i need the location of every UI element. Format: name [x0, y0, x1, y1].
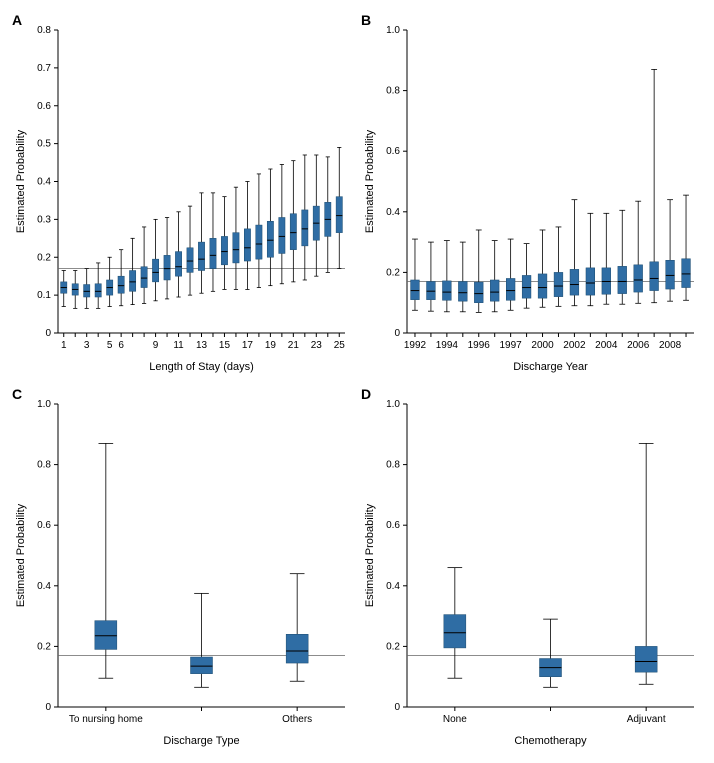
svg-text:0: 0 [45, 702, 51, 713]
svg-text:0.6: 0.6 [37, 101, 51, 112]
svg-text:0.2: 0.2 [37, 252, 51, 263]
svg-text:0.2: 0.2 [37, 641, 51, 652]
svg-text:0.7: 0.7 [37, 63, 51, 74]
svg-text:2008: 2008 [659, 340, 682, 351]
svg-text:3: 3 [84, 340, 90, 351]
svg-text:Discharge Year: Discharge Year [513, 361, 588, 373]
svg-text:0.3: 0.3 [37, 214, 51, 225]
svg-text:0: 0 [394, 328, 400, 339]
svg-text:1994: 1994 [436, 340, 459, 351]
svg-text:0: 0 [45, 328, 51, 339]
svg-text:2000: 2000 [531, 340, 554, 351]
svg-text:Estimated Probability: Estimated Probability [364, 129, 376, 233]
svg-text:1.0: 1.0 [37, 399, 51, 410]
svg-text:To nursing home: To nursing home [69, 714, 143, 725]
svg-text:19: 19 [265, 340, 277, 351]
svg-text:1: 1 [61, 340, 67, 351]
svg-text:0.8: 0.8 [386, 86, 400, 97]
svg-text:0.1: 0.1 [37, 290, 51, 301]
svg-text:6: 6 [118, 340, 124, 351]
svg-text:2006: 2006 [627, 340, 650, 351]
svg-text:Estimated Probability: Estimated Probability [15, 503, 27, 607]
chart-a: 0 0.1 0.2 0.3 0.4 0.5 0.6 0.7 0.8 Estimated Proba… [10, 10, 355, 378]
svg-text:2002: 2002 [563, 340, 586, 351]
svg-text:15: 15 [219, 340, 231, 351]
chart-d: 0 0.2 0.4 0.6 0.8 1.0 Estimated Probability Non… [359, 384, 704, 752]
svg-text:11: 11 [173, 340, 184, 351]
svg-text:0.2: 0.2 [386, 267, 400, 278]
svg-text:5: 5 [107, 340, 113, 351]
panel-a: A 0 0.1 0.2 0.3 0.4 0.5 0.6 0.7 0.8 Estimated Pro… [10, 10, 355, 380]
svg-text:13: 13 [196, 340, 208, 351]
svg-text:9: 9 [153, 340, 159, 351]
svg-text:2004: 2004 [595, 340, 618, 351]
panel-b: B 0 0.2 0.4 0.6 0.8 1.0 Estimated Probability 1… [359, 10, 704, 380]
svg-text:0.8: 0.8 [37, 25, 51, 36]
svg-text:0.8: 0.8 [37, 459, 51, 470]
svg-text:Estimated Probability: Estimated Probability [15, 129, 27, 233]
svg-text:0: 0 [394, 702, 400, 713]
svg-text:21: 21 [288, 340, 300, 351]
svg-text:1996: 1996 [468, 340, 491, 351]
svg-text:Length of Stay (days): Length of Stay (days) [149, 361, 254, 373]
svg-text:Discharge Type: Discharge Type [163, 735, 239, 747]
svg-text:17: 17 [242, 340, 254, 351]
svg-text:0.4: 0.4 [37, 177, 51, 188]
svg-text:25: 25 [334, 340, 346, 351]
svg-text:0.6: 0.6 [386, 520, 400, 531]
svg-text:0.6: 0.6 [37, 520, 51, 531]
svg-text:1.0: 1.0 [386, 25, 400, 36]
figure-grid: A 0 0.1 0.2 0.3 0.4 0.5 0.6 0.7 0.8 Estimated Pro… [10, 10, 704, 753]
panel-label-d: D [361, 386, 371, 402]
chart-c: 0 0.2 0.4 0.6 0.8 1.0 Estimated Probability To … [10, 384, 355, 752]
svg-text:0.8: 0.8 [386, 459, 400, 470]
svg-text:0.2: 0.2 [386, 641, 400, 652]
svg-text:None: None [443, 714, 467, 725]
svg-text:1992: 1992 [404, 340, 427, 351]
svg-text:1.0: 1.0 [386, 399, 400, 410]
panel-label-b: B [361, 12, 371, 28]
svg-text:1997: 1997 [500, 340, 523, 351]
chart-b: 0 0.2 0.4 0.6 0.8 1.0 Estimated Probability 199… [359, 10, 704, 378]
svg-text:0.5: 0.5 [37, 139, 51, 150]
svg-text:0.4: 0.4 [37, 580, 51, 591]
svg-text:Chemotherapy: Chemotherapy [514, 735, 587, 747]
panel-label-a: A [12, 12, 22, 28]
svg-text:0.6: 0.6 [386, 146, 400, 157]
svg-text:Estimated Probability: Estimated Probability [364, 503, 376, 607]
panel-label-c: C [12, 386, 22, 402]
svg-text:23: 23 [311, 340, 323, 351]
svg-text:0.4: 0.4 [386, 207, 400, 218]
svg-text:0.4: 0.4 [386, 580, 400, 591]
svg-text:Others: Others [282, 714, 312, 725]
panel-d: D 0 0.2 0.4 0.6 0.8 1.0 Estimated Probability N… [359, 384, 704, 754]
panel-c: C 0 0.2 0.4 0.6 0.8 1.0 Estimated Probability T… [10, 384, 355, 754]
svg-text:Adjuvant: Adjuvant [627, 714, 666, 725]
